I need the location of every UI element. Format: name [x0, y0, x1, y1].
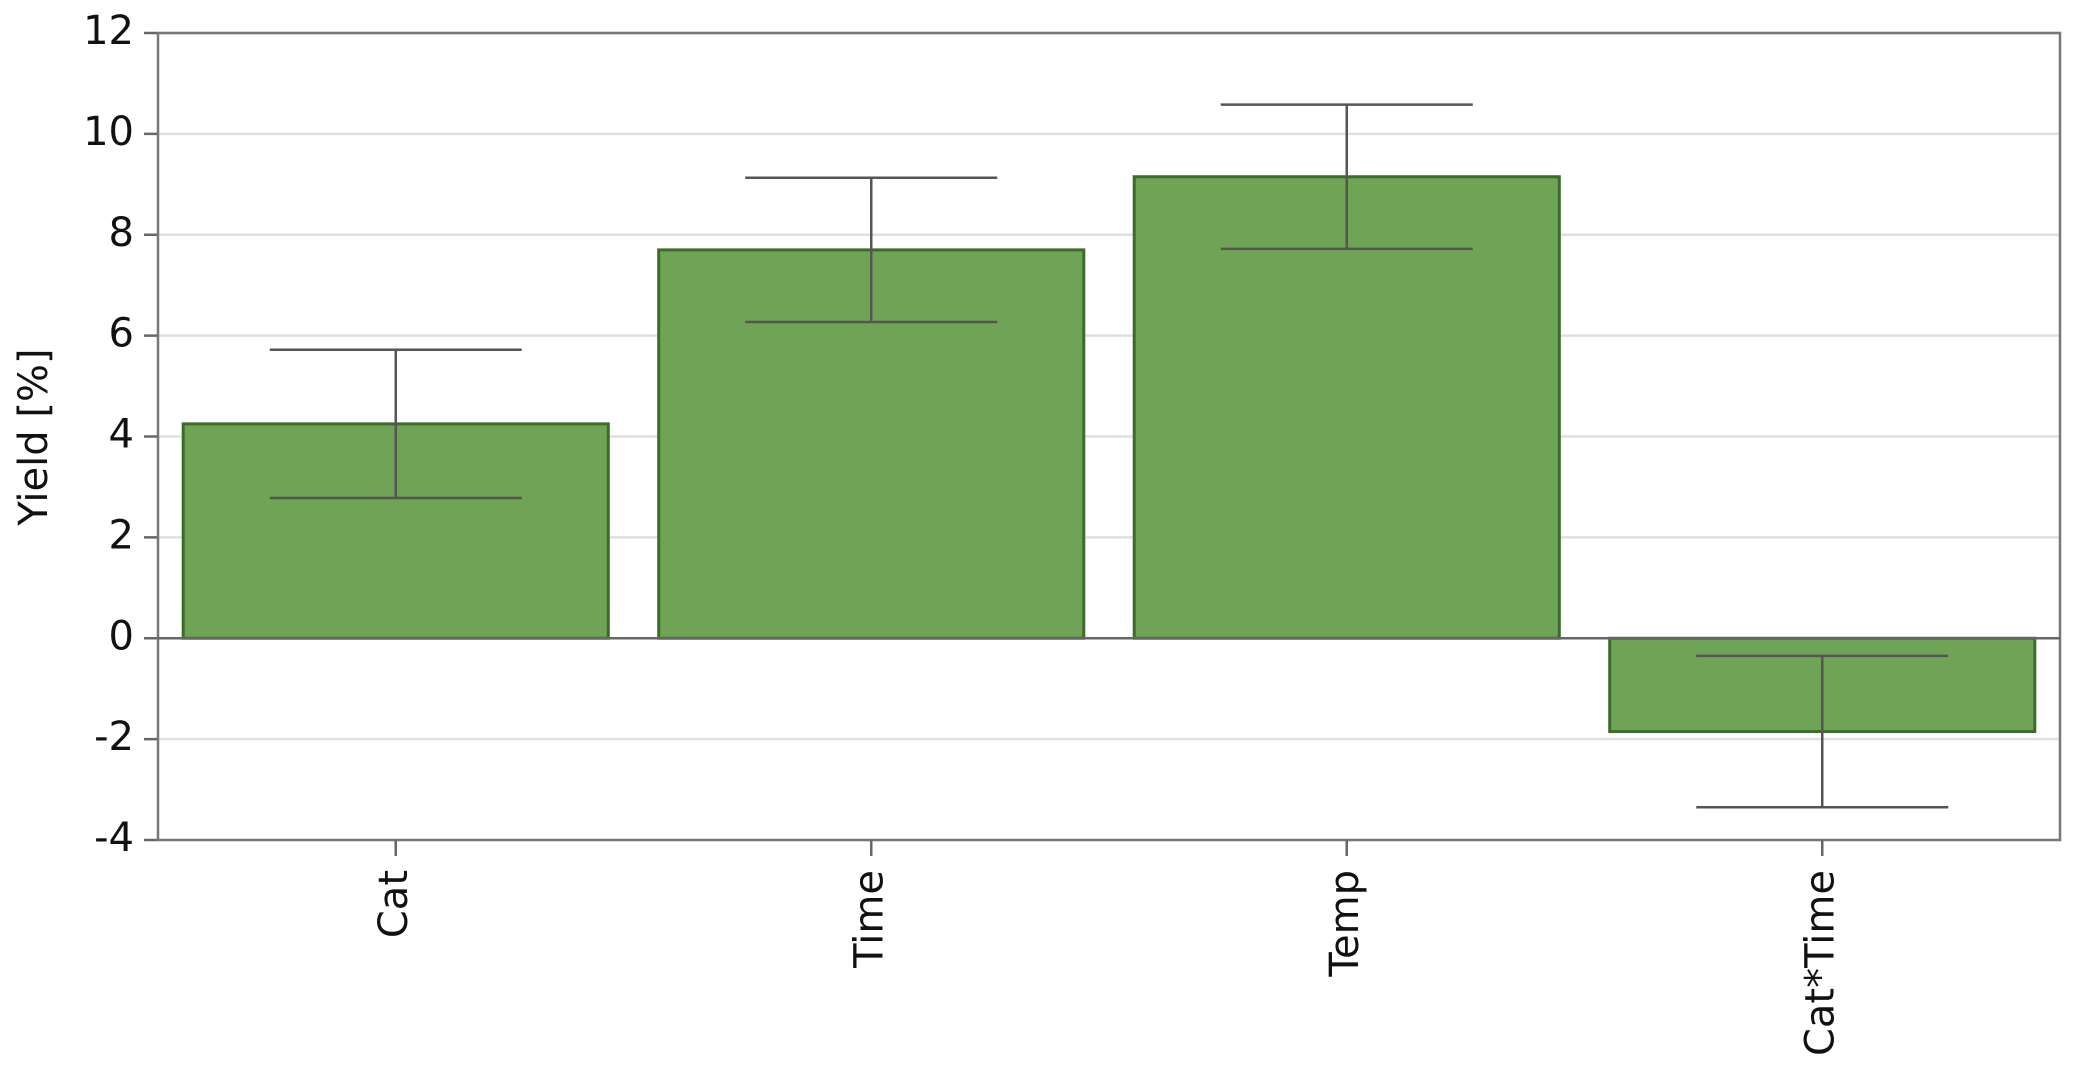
y-axis-label: Yield [%]: [11, 348, 57, 526]
y-tick-label: 10: [83, 109, 134, 155]
y-tick-label: -4: [94, 815, 134, 861]
y-tick-label: 0: [109, 613, 134, 659]
x-tick-label: Cat: [371, 870, 417, 938]
x-tick-label: Time: [846, 870, 892, 969]
x-tick-label: Cat*Time: [1797, 870, 1843, 1056]
error-bar: [745, 176, 998, 324]
error-bar: [1220, 103, 1473, 251]
error-bar: [269, 348, 522, 500]
y-tick-label: 8: [109, 210, 134, 256]
y-tick-label: 12: [83, 8, 134, 54]
y-tick-label: 4: [109, 412, 134, 458]
x-tick-label: Temp: [1322, 870, 1368, 978]
bar: [1132, 175, 1561, 640]
error-bar: [1696, 654, 1949, 809]
y-tick-label: 6: [109, 311, 134, 357]
y-tick-label: -2: [94, 714, 134, 760]
y-tick-label: 2: [109, 512, 134, 558]
plot-frame: [156, 31, 2062, 842]
